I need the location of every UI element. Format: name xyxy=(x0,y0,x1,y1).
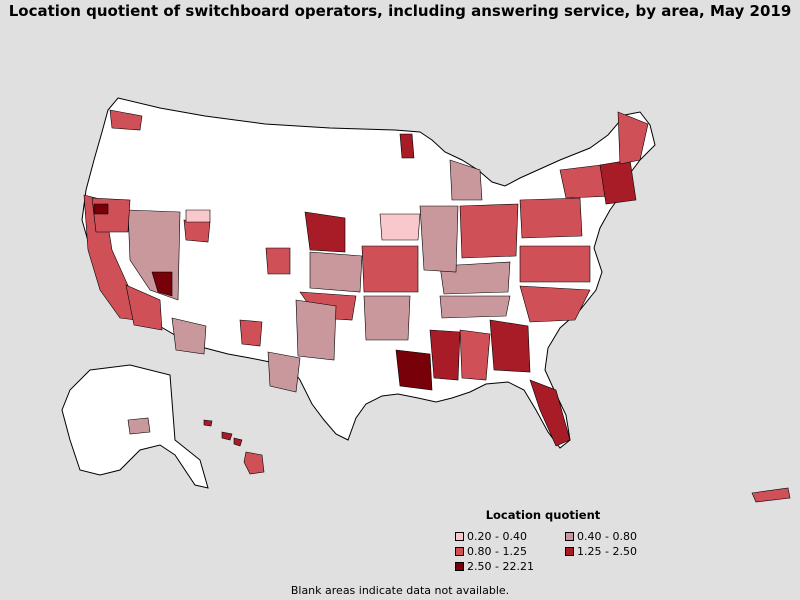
legend-label: 0.80 - 1.25 xyxy=(467,545,527,558)
arizona-area xyxy=(125,284,163,331)
alabama-area xyxy=(459,329,491,381)
tennessee-area xyxy=(439,295,511,319)
iowa-area-pale xyxy=(379,213,421,241)
maine-area xyxy=(617,111,649,165)
legend-label: 0.40 - 0.80 xyxy=(577,530,637,543)
new-england-area xyxy=(599,159,637,205)
kansas-area xyxy=(309,251,363,293)
arkansas-area xyxy=(363,295,411,341)
shaded-areas xyxy=(83,109,649,447)
legend-label: 0.20 - 0.40 xyxy=(467,530,527,543)
map-title: Location quotient of switchboard operato… xyxy=(8,2,792,20)
kentucky-area xyxy=(439,261,511,295)
virginia-area xyxy=(519,245,591,283)
legend-item: 0.20 - 0.40 xyxy=(455,530,565,543)
blank-areas-note: Blank areas indicate data not available. xyxy=(290,584,510,597)
missouri-area xyxy=(361,245,419,293)
washington-area xyxy=(109,109,143,131)
legend-items: 0.20 - 0.40 0.40 - 0.80 0.80 - 1.25 1.25 - … xyxy=(455,530,655,573)
illinois-area xyxy=(419,205,459,273)
legend-item: 0.80 - 1.25 xyxy=(455,545,565,558)
legend-swatch xyxy=(455,562,464,571)
legend: Location quotient 0.20 - 0.40 0.40 - 0.80… xyxy=(455,508,655,573)
legend-title: Location quotient xyxy=(485,508,601,522)
michigan-up-area xyxy=(399,133,415,159)
georgia-area xyxy=(489,319,531,373)
puerto-rico xyxy=(751,487,791,503)
nebraska-area xyxy=(304,211,346,253)
hawaii-islands xyxy=(203,419,265,475)
louisiana-area xyxy=(395,349,433,391)
michigan-area xyxy=(449,159,483,201)
alaska-shaded-area xyxy=(127,417,151,435)
legend-item: 1.25 - 2.50 xyxy=(565,545,660,558)
southern-nevada-area xyxy=(151,271,173,297)
oregon-area xyxy=(91,197,131,233)
texas-west-area xyxy=(267,351,301,393)
legend-label: 2.50 - 22.21 xyxy=(467,560,534,573)
mississippi-area xyxy=(429,329,461,381)
arizona-south-area xyxy=(171,317,207,355)
florida-area xyxy=(529,379,571,447)
oregon-dark-area xyxy=(93,203,109,215)
utah-area xyxy=(183,219,211,243)
legend-label: 1.25 - 2.50 xyxy=(577,545,637,558)
legend-item: 2.50 - 22.21 xyxy=(455,560,565,573)
colorado-area xyxy=(265,247,291,275)
idaho-pale-area xyxy=(185,209,211,223)
legend-swatch xyxy=(565,547,574,556)
carolinas-area xyxy=(519,285,591,323)
legend-item: 0.40 - 0.80 xyxy=(565,530,660,543)
ohio-indiana-area xyxy=(459,203,519,259)
legend-swatch xyxy=(565,532,574,541)
new-mexico-area xyxy=(239,319,263,347)
pennsylvania-area xyxy=(519,197,583,239)
texas-central-area xyxy=(295,299,337,361)
legend-swatch xyxy=(455,547,464,556)
legend-swatch xyxy=(455,532,464,541)
